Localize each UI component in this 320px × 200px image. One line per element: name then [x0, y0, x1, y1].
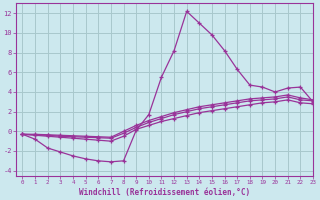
X-axis label: Windchill (Refroidissement éolien,°C): Windchill (Refroidissement éolien,°C)	[79, 188, 250, 197]
